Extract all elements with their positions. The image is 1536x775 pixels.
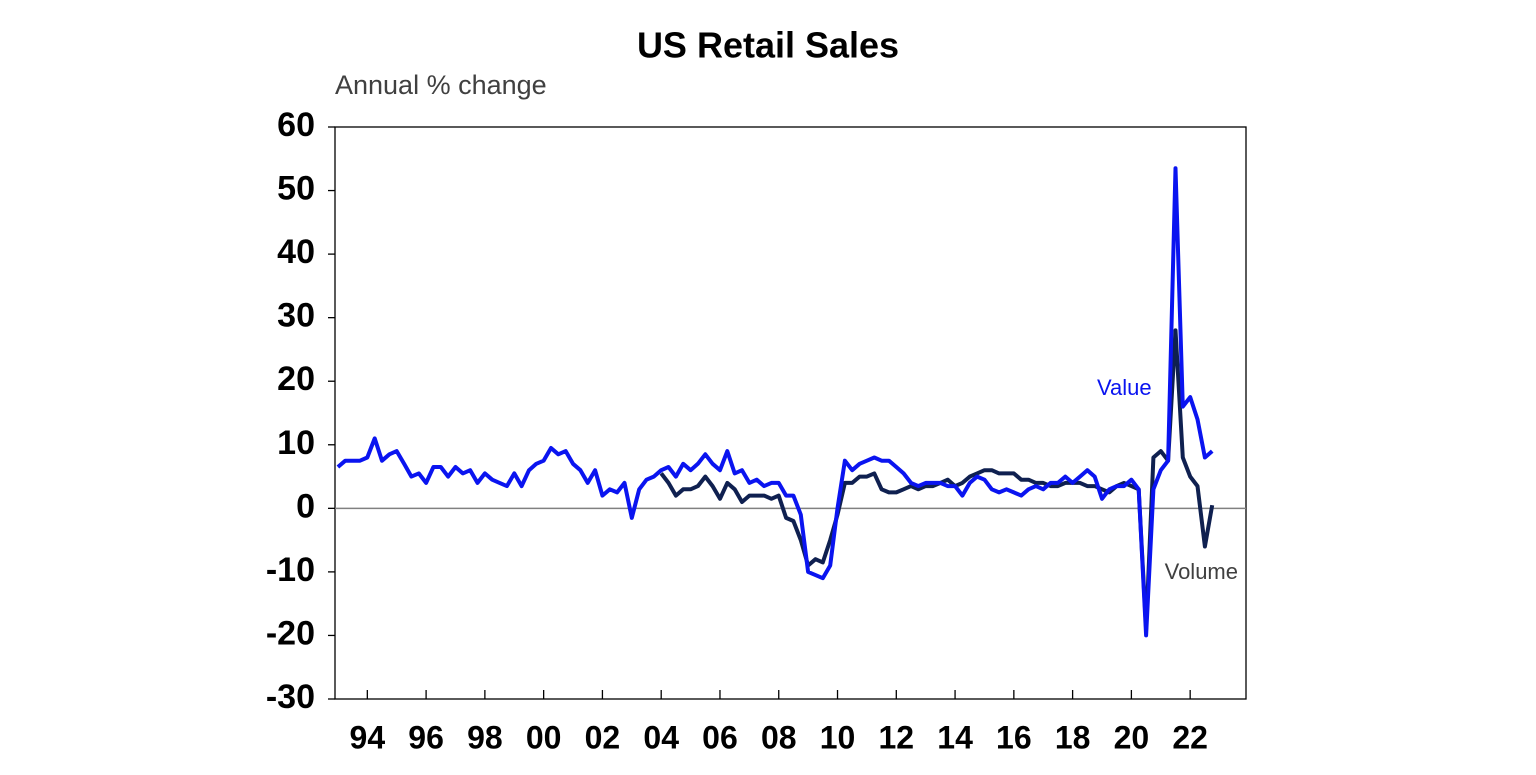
y-tick-label: 30 (277, 297, 315, 335)
x-tick-label: 20 (1114, 719, 1150, 755)
x-tick-label: 04 (643, 719, 679, 755)
series-line (336, 166, 1214, 638)
x-tick-label: 98 (467, 719, 503, 755)
series-label: Volume (1165, 559, 1238, 584)
x-tick-label: 94 (350, 719, 386, 755)
y-tick-label: 10 (277, 424, 315, 462)
y-tick-label: -10 (266, 551, 315, 589)
chart-subtitle: Annual % change (335, 70, 547, 100)
x-tick-label: 02 (585, 719, 621, 755)
x-tick-label: 06 (702, 719, 738, 755)
x-tick-label: 10 (820, 719, 856, 755)
series-label: Value (1097, 375, 1152, 400)
plot-frame (334, 126, 1247, 700)
x-tick-label: 16 (996, 719, 1032, 755)
y-tick-label: 20 (277, 360, 315, 398)
x-tick-label: 14 (937, 719, 973, 755)
chart-title: US Retail Sales (637, 25, 899, 66)
x-tick-label: 08 (761, 719, 797, 755)
y-tick-label: 60 (277, 106, 315, 144)
y-tick-label: -20 (266, 614, 315, 652)
y-tick-label: 40 (277, 233, 315, 271)
y-tick-label: -30 (266, 678, 315, 716)
y-tick-label: 0 (296, 487, 315, 525)
y-tick-label: 50 (277, 170, 315, 208)
x-tick-label: 18 (1055, 719, 1091, 755)
x-tick-label: 22 (1172, 719, 1208, 755)
x-tick-label: 96 (408, 719, 444, 755)
x-tick-label: 00 (526, 719, 562, 755)
x-tick-label: 12 (878, 719, 914, 755)
